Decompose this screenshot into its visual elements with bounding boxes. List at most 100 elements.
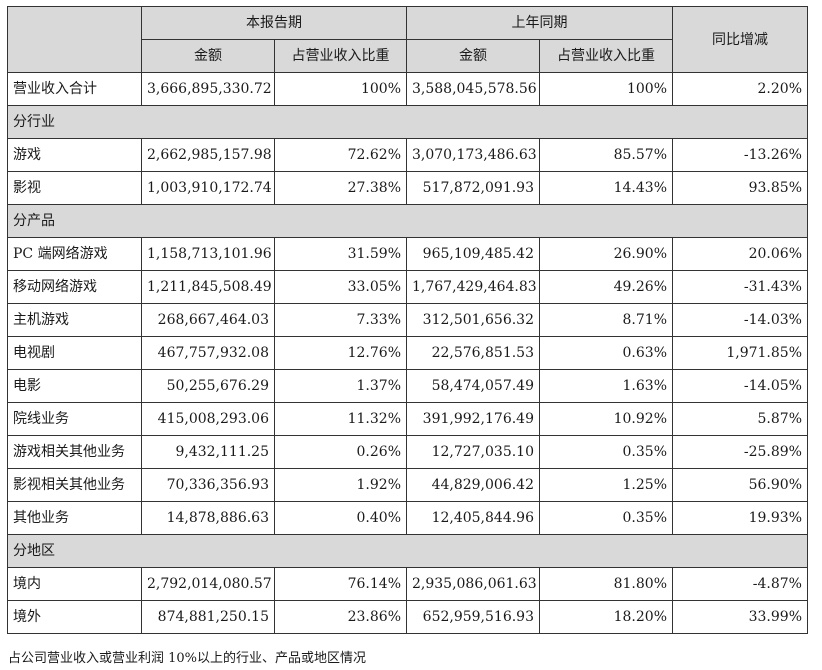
cur-share-cell: 33.05% — [274, 270, 407, 304]
prev-share-cell: 10.92% — [539, 402, 673, 436]
row-label: 影视 — [7, 171, 142, 205]
yoy-cell: 33.99% — [672, 600, 808, 634]
yoy-cell: -25.89% — [672, 435, 808, 469]
row-label: 境内 — [7, 567, 142, 601]
row-label: 影视相关其他业务 — [7, 468, 142, 502]
row-label: 电视剧 — [7, 336, 142, 370]
prev-amount-cell: 965,109,485.42 — [406, 237, 540, 271]
cur-share-header: 占营业收入比重 — [274, 39, 407, 73]
table-row: 移动网络游戏 1,211,845,508.49 33.05% 1,767,429,46… — [7, 270, 808, 304]
prev-share-cell: 18.20% — [539, 600, 673, 634]
yoy-cell: 19.93% — [672, 501, 808, 535]
row-label: 主机游戏 — [7, 303, 142, 337]
yoy-cell: 5.87% — [672, 402, 808, 436]
yoy-cell: 1,971.85% — [672, 336, 808, 370]
prev-share-cell: 100% — [539, 72, 673, 106]
cur-share-cell: 12.76% — [274, 336, 407, 370]
yoy-cell: 20.06% — [672, 237, 808, 271]
section-title: 分地区 — [7, 534, 808, 568]
row-label: 营业收入合计 — [7, 72, 142, 106]
cur-amount-cell: 268,667,464.03 — [141, 303, 275, 337]
cur-amount-cell: 1,003,910,172.74 — [141, 171, 275, 205]
row-label: 游戏 — [7, 138, 142, 172]
cur-share-cell: 72.62% — [274, 138, 407, 172]
table-row: 其他业务 14,878,886.63 0.40% 12,405,844.96 0.35%… — [7, 501, 808, 535]
prior-period-header: 上年同期 — [406, 6, 673, 40]
prev-share-cell: 85.57% — [539, 138, 673, 172]
table-row: 电影 50,255,676.29 1.37% 58,474,057.49 1.63% -1… — [7, 369, 808, 403]
cur-share-cell: 76.14% — [274, 567, 407, 601]
row-label: 院线业务 — [7, 402, 142, 436]
prev-amount-cell: 312,501,656.32 — [406, 303, 540, 337]
table-row: 境外 874,881,250.15 23.86% 652,959,516.93 18.2… — [7, 600, 808, 634]
table-row: 游戏相关其他业务 9,432,111.25 0.26% 12,727,035.10 0.… — [7, 435, 808, 469]
prev-share-cell: 0.35% — [539, 501, 673, 535]
row-label: 游戏相关其他业务 — [7, 435, 142, 469]
row-label: 移动网络游戏 — [7, 270, 142, 304]
prev-amount-cell: 652,959,516.93 — [406, 600, 540, 634]
cur-amount-cell: 874,881,250.15 — [141, 600, 275, 634]
row-label: 电影 — [7, 369, 142, 403]
total-row: 营业收入合计 3,666,895,330.72 100% 3,588,045,5… — [7, 72, 808, 106]
cur-amount-cell: 9,432,111.25 — [141, 435, 275, 469]
prev-share-cell: 8.71% — [539, 303, 673, 337]
table-row: 影视 1,003,910,172.74 27.38% 517,872,091.93 14… — [7, 171, 808, 205]
prev-share-cell: 26.90% — [539, 237, 673, 271]
prev-amount-cell: 58,474,057.49 — [406, 369, 540, 403]
cur-amount-cell: 2,792,014,080.57 — [141, 567, 275, 601]
yoy-change-header: 同比增减 — [672, 6, 808, 73]
prev-amount-cell: 3,070,173,486.63 — [406, 138, 540, 172]
prev-amount-cell: 44,829,006.42 — [406, 468, 540, 502]
cur-share-cell: 1.92% — [274, 468, 407, 502]
cur-share-cell: 23.86% — [274, 600, 407, 634]
row-label: 其他业务 — [7, 501, 142, 535]
prev-amount-header: 金额 — [406, 39, 540, 73]
row-label: PC 端网络游戏 — [7, 237, 142, 271]
yoy-cell: -14.05% — [672, 369, 808, 403]
cur-amount-cell: 70,336,356.93 — [141, 468, 275, 502]
prev-amount-cell: 517,872,091.93 — [406, 171, 540, 205]
current-period-header: 本报告期 — [141, 6, 407, 40]
prev-share-cell: 1.25% — [539, 468, 673, 502]
table-row: 电视剧 467,757,932.08 12.76% 22,576,851.53 0.63… — [7, 336, 808, 370]
yoy-cell: -31.43% — [672, 270, 808, 304]
prev-share-cell: 81.80% — [539, 567, 673, 601]
prev-amount-cell: 1,767,429,464.83 — [406, 270, 540, 304]
cur-amount-cell: 2,662,985,157.98 — [141, 138, 275, 172]
yoy-cell: 93.85% — [672, 171, 808, 205]
prev-amount-cell: 22,576,851.53 — [406, 336, 540, 370]
prev-amount-cell: 3,588,045,578.56 — [406, 72, 540, 106]
prev-share-header: 占营业收入比重 — [539, 39, 673, 73]
table-row: PC 端网络游戏 1,158,713,101.96 31.59% 965,109,48… — [7, 237, 808, 271]
table-row: 院线业务 415,008,293.06 11.32% 391,992,176.49 10… — [7, 402, 808, 436]
cur-share-cell: 0.26% — [274, 435, 407, 469]
cur-amount-cell: 50,255,676.29 — [141, 369, 275, 403]
yoy-cell: 56.90% — [672, 468, 808, 502]
prev-amount-cell: 391,992,176.49 — [406, 402, 540, 436]
section-title: 分产品 — [7, 204, 808, 238]
footnote: 占公司营业收入或营业利润 10%以上的行业、产品或地区情况 — [8, 651, 367, 666]
cur-share-cell: 31.59% — [274, 237, 407, 271]
prev-share-cell: 49.26% — [539, 270, 673, 304]
cur-amount-header: 金额 — [141, 39, 275, 73]
table-row: 游戏 2,662,985,157.98 72.62% 3,070,173,486.63… — [7, 138, 808, 172]
cur-share-cell: 27.38% — [274, 171, 407, 205]
prev-share-cell: 0.63% — [539, 336, 673, 370]
table-row: 影视相关其他业务 70,336,356.93 1.92% 44,829,006.42 1… — [7, 468, 808, 502]
section-header-row: 分产品 — [7, 204, 808, 238]
revenue-table: 本报告期 上年同期 同比增减 金额 占营业收入比重 金额 占营业收入比重 营业收… — [7, 6, 808, 634]
prev-share-cell: 0.35% — [539, 435, 673, 469]
section-title: 分行业 — [7, 105, 808, 139]
prev-share-cell: 14.43% — [539, 171, 673, 205]
section-header-row: 分地区 — [7, 534, 808, 568]
yoy-cell: -4.87% — [672, 567, 808, 601]
prev-amount-cell: 12,727,035.10 — [406, 435, 540, 469]
yoy-cell: -13.26% — [672, 138, 808, 172]
row-label: 境外 — [7, 600, 142, 634]
table-row: 主机游戏 268,667,464.03 7.33% 312,501,656.32 8.7… — [7, 303, 808, 337]
cur-share-cell: 100% — [274, 72, 407, 106]
cur-share-cell: 1.37% — [274, 369, 407, 403]
cur-amount-cell: 467,757,932.08 — [141, 336, 275, 370]
cur-amount-cell: 14,878,886.63 — [141, 501, 275, 535]
cur-amount-cell: 1,211,845,508.49 — [141, 270, 275, 304]
